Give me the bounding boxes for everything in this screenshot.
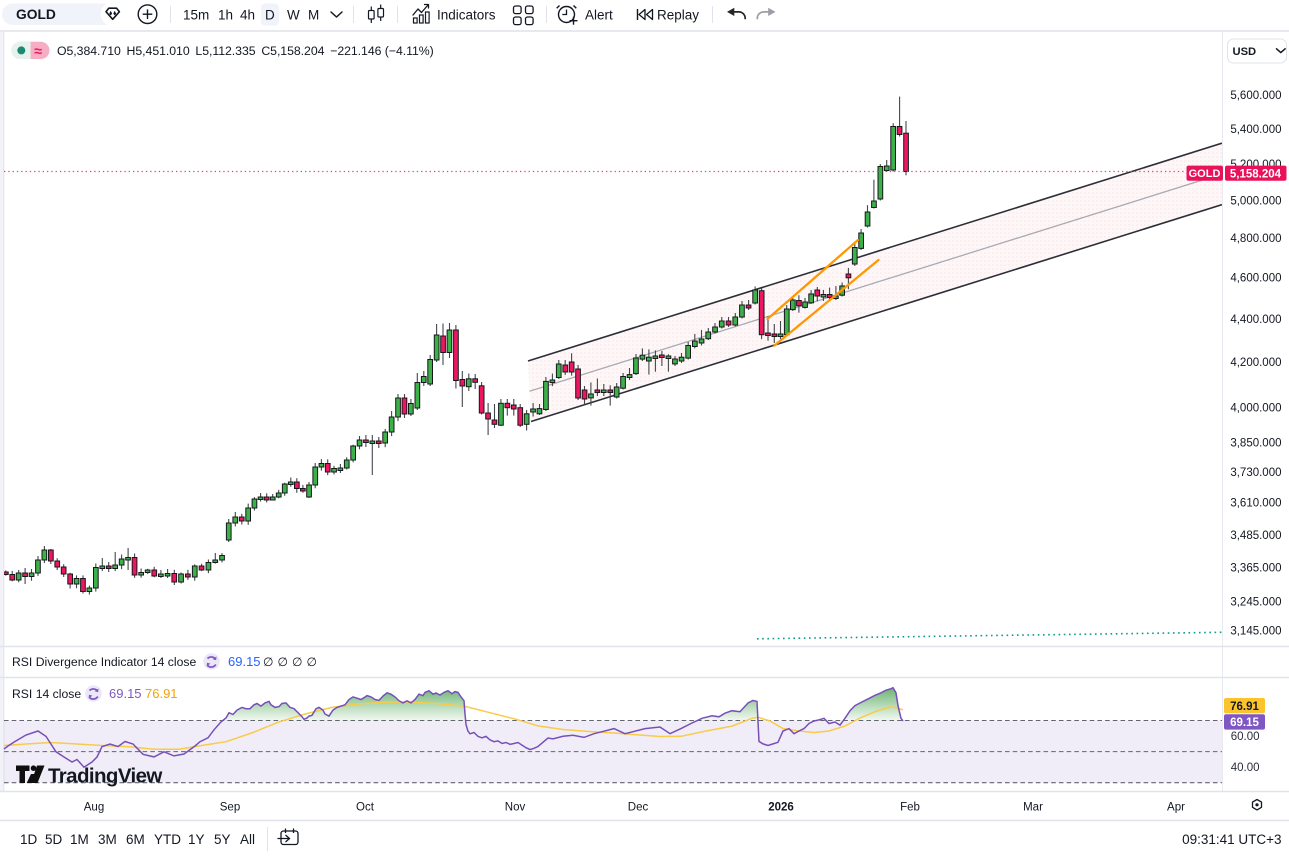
svg-text:3,365.000: 3,365.000 [1230,563,1281,575]
svg-text:3,730.000: 3,730.000 [1230,467,1281,479]
svg-text:∅: ∅ [278,655,288,669]
svg-text:D: D [265,8,275,23]
svg-text:∅: ∅ [263,655,273,669]
svg-text:Nov: Nov [505,802,526,814]
svg-text:4,000.000: 4,000.000 [1230,402,1281,414]
svg-text:∅: ∅ [307,655,317,669]
svg-text:Indicators: Indicators [437,8,496,23]
svg-text:4h: 4h [240,8,255,23]
svg-text:Dec: Dec [628,802,649,814]
svg-text:GOLD: GOLD [1189,168,1221,180]
svg-text:TradingView: TradingView [48,765,162,788]
svg-text:≈: ≈ [34,44,42,60]
svg-text:60.00: 60.00 [1231,731,1260,743]
svg-text:1M: 1M [70,832,89,847]
svg-text:Apr: Apr [1167,802,1185,814]
svg-text:USD: USD [1233,46,1257,58]
svg-text:69.15: 69.15 [1230,717,1259,729]
svg-text:O5,384.710 H5,451.010 L5,112: O5,384.710 H5,451.010 L5,112.335 C5,158.… [57,44,434,58]
svg-text:Alert: Alert [585,8,613,23]
svg-text:76.91: 76.91 [1230,701,1259,713]
svg-text:5,400.000: 5,400.000 [1230,124,1281,136]
svg-text:5Y: 5Y [214,832,231,847]
svg-text:3,245.000: 3,245.000 [1230,596,1281,608]
svg-text:Mar: Mar [1023,802,1043,814]
svg-text:Sep: Sep [220,802,240,814]
svg-text:Aug: Aug [84,802,104,814]
svg-text:∅: ∅ [292,655,302,669]
svg-text:76.91: 76.91 [145,686,178,701]
svg-text:W: W [287,8,300,23]
svg-text:4,200.000: 4,200.000 [1230,357,1281,369]
svg-text:40.00: 40.00 [1231,762,1260,774]
svg-text:RSI Divergence Indicator 14 cl: RSI Divergence Indicator 14 close [12,655,196,669]
svg-text:Feb: Feb [900,802,920,814]
svg-text:09:31:41 UTC+3: 09:31:41 UTC+3 [1182,832,1281,847]
svg-text:M: M [308,8,319,23]
svg-text:2026: 2026 [768,802,794,814]
svg-text:5,600.000: 5,600.000 [1230,90,1281,102]
svg-text:Oct: Oct [356,802,375,814]
svg-text:Replay: Replay [657,8,699,23]
svg-text:3,850.000: 3,850.000 [1230,438,1281,450]
svg-text:4,800.000: 4,800.000 [1230,233,1281,245]
svg-text:4,400.000: 4,400.000 [1230,314,1281,326]
svg-text:3,145.000: 3,145.000 [1230,625,1281,637]
svg-text:69.15: 69.15 [228,654,261,669]
svg-text:1D: 1D [20,832,38,847]
svg-text:3M: 3M [98,832,117,847]
svg-text:5,000.000: 5,000.000 [1230,195,1281,207]
svg-text:GOLD: GOLD [16,7,56,22]
svg-text:YTD: YTD [154,832,181,847]
svg-text:5D: 5D [45,832,63,847]
svg-text:1h: 1h [218,8,233,23]
svg-text:All: All [240,832,255,847]
svg-text:3,485.000: 3,485.000 [1230,530,1281,542]
svg-text:6M: 6M [126,832,145,847]
svg-text:RSI 14 close: RSI 14 close [12,687,81,701]
svg-text:15m: 15m [183,8,209,23]
svg-text:3,610.000: 3,610.000 [1230,497,1281,509]
svg-text:69.15: 69.15 [109,686,142,701]
svg-text:4,600.000: 4,600.000 [1230,273,1281,285]
svg-text:1Y: 1Y [188,832,205,847]
svg-text:5,158.204: 5,158.204 [1230,168,1282,180]
